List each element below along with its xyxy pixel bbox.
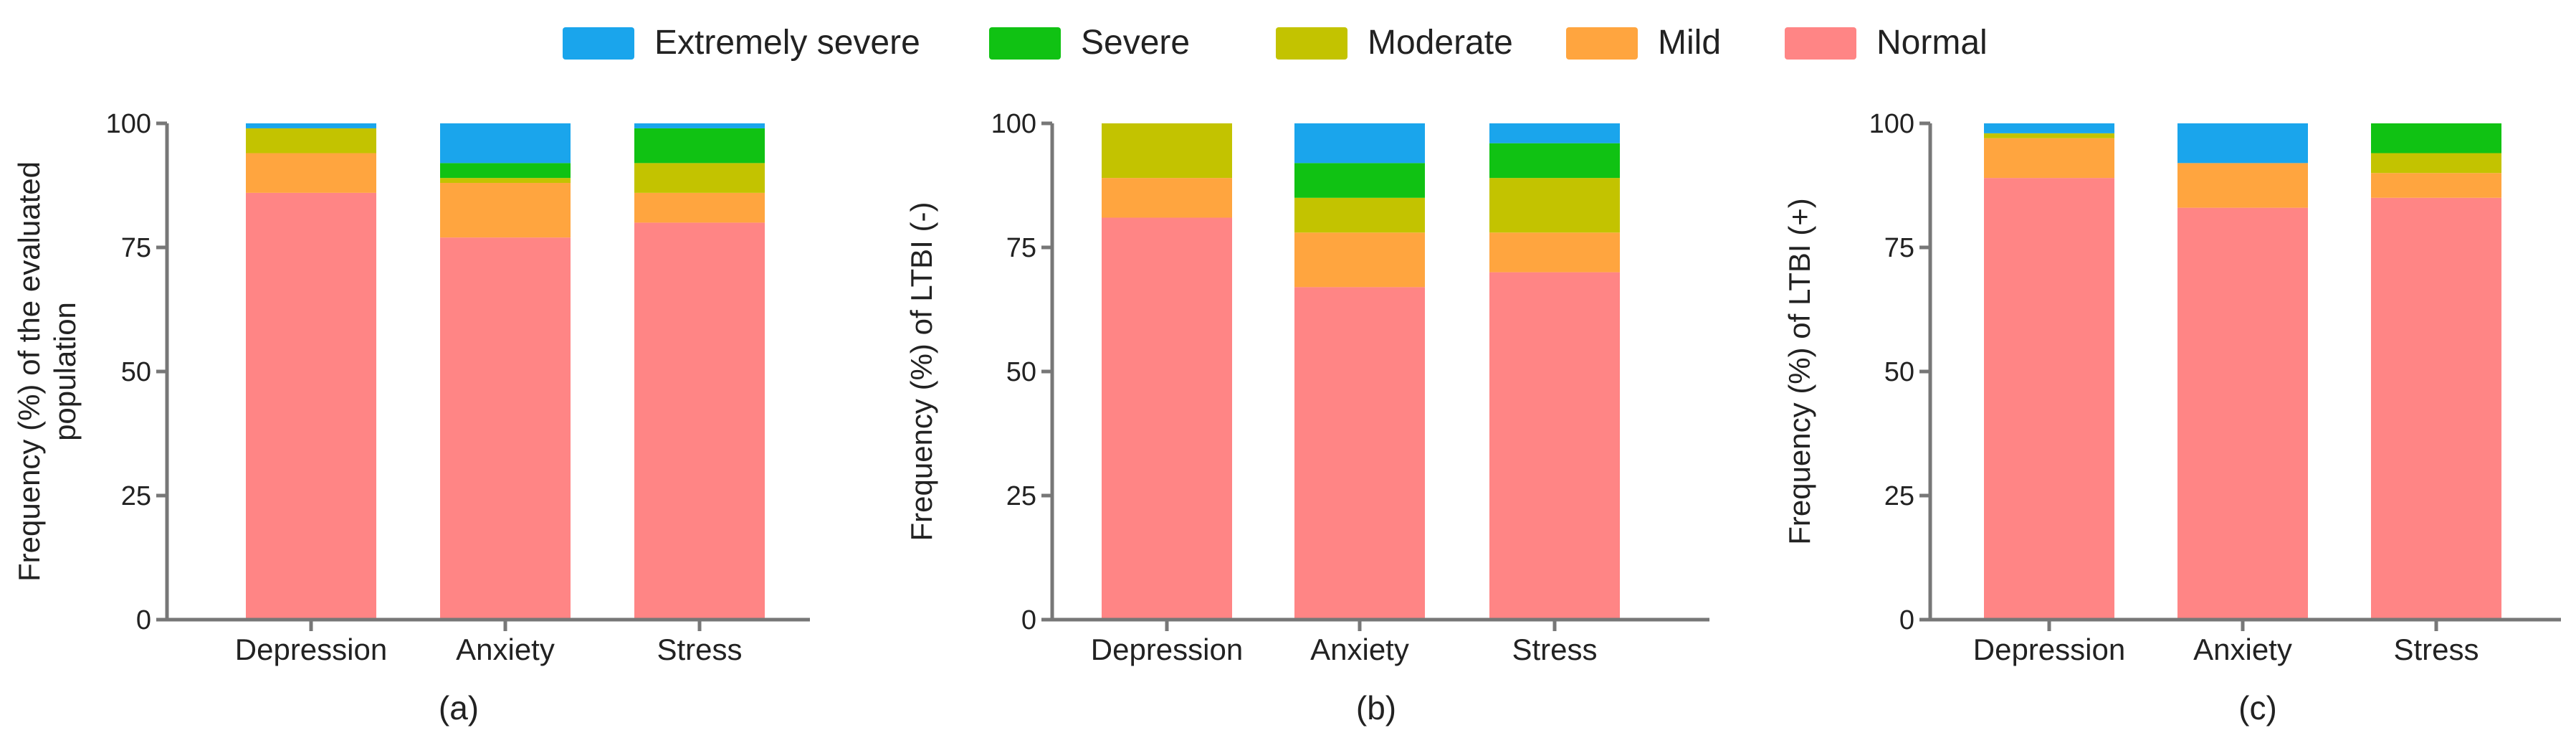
bar-anxiety-normal: [440, 237, 571, 620]
bar-stress-moderate: [2371, 153, 2501, 174]
legend-item-extremely-severe: Extremely severe: [563, 24, 920, 62]
bar-stress-mild: [1489, 232, 1620, 273]
x-tick-label-stress: Stress: [1512, 633, 1597, 666]
legend-swatch-extremely-severe: [563, 27, 634, 60]
bar-stress-severe: [634, 128, 765, 164]
bar-anxiety-moderate: [1294, 197, 1425, 233]
bar-anxiety-normal: [2177, 207, 2308, 620]
y-tick-label: 0: [1021, 605, 1036, 635]
bar-stress-severe: [2371, 123, 2501, 153]
panel-label: (c): [2238, 689, 2277, 727]
bar-anxiety-moderate: [440, 178, 571, 184]
legend-item-moderate: Moderate: [1276, 24, 1513, 62]
y-tick-label: 50: [1006, 357, 1036, 387]
y-tick-label: 25: [121, 481, 151, 511]
bar-depression-moderate: [246, 128, 376, 153]
bar-stress-moderate: [634, 163, 765, 193]
bar-depression-moderate: [1984, 133, 2114, 138]
bar-anxiety-extremely-severe: [2177, 123, 2308, 164]
x-tick-label-anxiety: Anxiety: [1310, 633, 1409, 666]
bar-anxiety-normal: [1294, 287, 1425, 620]
chart-panel-1: 0 25 50 75 100 Depression Anxiety Stress Frequen…: [12, 109, 810, 727]
y-tick-label: 100: [991, 109, 1036, 139]
bar-stress-severe: [1489, 143, 1620, 179]
legend-label-extremely-severe: Extremely severe: [654, 24, 920, 62]
x-tick-label-stress: Stress: [2393, 633, 2479, 666]
y-tick-label: 50: [121, 357, 151, 387]
y-tick-label: 100: [106, 109, 151, 139]
y-axis-label: Frequency (%) of LTBI (-): [905, 202, 938, 541]
panel-label: (b): [1356, 689, 1396, 727]
chart-panel-3: 0 25 50 75 100 Depression Anxiety Stress Frequen…: [1783, 109, 2561, 727]
legend-label-normal: Normal: [1876, 24, 1988, 62]
y-tick-label: 25: [1006, 481, 1036, 511]
bar-depression-extremely-severe: [246, 123, 376, 128]
legend-item-mild: Mild: [1566, 24, 1721, 62]
bar-stress-moderate: [1489, 178, 1620, 233]
bar-depression-mild: [1102, 178, 1232, 218]
bar-anxiety-extremely-severe: [440, 123, 571, 164]
legend-swatch-severe: [989, 27, 1061, 60]
bar-stress-normal: [2371, 197, 2501, 620]
x-tick-label-depression: Depression: [1973, 633, 2125, 666]
chart-panel-2: 0 25 50 75 100 Depression Anxiety Stress Frequen…: [905, 109, 1709, 727]
x-tick-label-anxiety: Anxiety: [456, 633, 555, 666]
bar-depression-normal: [1102, 217, 1232, 620]
bar-depression-mild: [1984, 138, 2114, 179]
y-tick-label: 25: [1884, 481, 1914, 511]
bar-anxiety-severe: [1294, 163, 1425, 198]
y-axis-label: Frequency (%) of the evaluatedpopulation: [12, 161, 82, 582]
bar-depression-extremely-severe: [1984, 123, 2114, 133]
bar-anxiety-mild: [1294, 232, 1425, 288]
y-tick-label: 75: [1884, 233, 1914, 263]
bar-stress-normal: [634, 222, 765, 620]
legend-swatch-normal: [1785, 27, 1856, 60]
legend-swatch-moderate: [1276, 27, 1347, 60]
bar-anxiety-mild: [440, 183, 571, 238]
x-tick-label-anxiety: Anxiety: [2193, 633, 2292, 666]
y-tick-label: 0: [1899, 605, 1914, 635]
legend-swatch-mild: [1566, 27, 1638, 60]
panel-label: (a): [439, 689, 479, 727]
x-tick-label-depression: Depression: [235, 633, 387, 666]
legend-item-normal: Normal: [1785, 24, 1988, 62]
y-tick-label: 100: [1869, 109, 1914, 139]
bar-stress-mild: [634, 192, 765, 223]
y-tick-label: 50: [1884, 357, 1914, 387]
legend-label-mild: Mild: [1658, 24, 1721, 62]
bar-anxiety-mild: [2177, 163, 2308, 208]
y-tick-label: 0: [136, 605, 151, 635]
bar-stress-extremely-severe: [634, 123, 765, 128]
legend-item-severe: Severe: [989, 24, 1190, 62]
y-tick-label: 75: [1006, 233, 1036, 263]
bar-stress-extremely-severe: [1489, 123, 1620, 143]
y-axis-label: Frequency (%) of LTBI (+): [1783, 198, 1816, 545]
y-tick-label: 75: [121, 233, 151, 263]
bar-depression-moderate: [1102, 123, 1232, 179]
legend: Extremely severe Severe Moderate Mild Normal: [563, 24, 1988, 62]
legend-label-moderate: Moderate: [1368, 24, 1513, 62]
x-tick-label-depression: Depression: [1091, 633, 1243, 666]
x-tick-label-stress: Stress: [657, 633, 742, 666]
bar-stress-mild: [2371, 173, 2501, 198]
bar-depression-normal: [1984, 178, 2114, 620]
bar-depression-normal: [246, 192, 376, 620]
bar-anxiety-severe: [440, 163, 571, 179]
legend-label-severe: Severe: [1081, 24, 1190, 62]
bar-stress-normal: [1489, 272, 1620, 620]
bar-anxiety-extremely-severe: [1294, 123, 1425, 164]
bar-depression-mild: [246, 153, 376, 193]
